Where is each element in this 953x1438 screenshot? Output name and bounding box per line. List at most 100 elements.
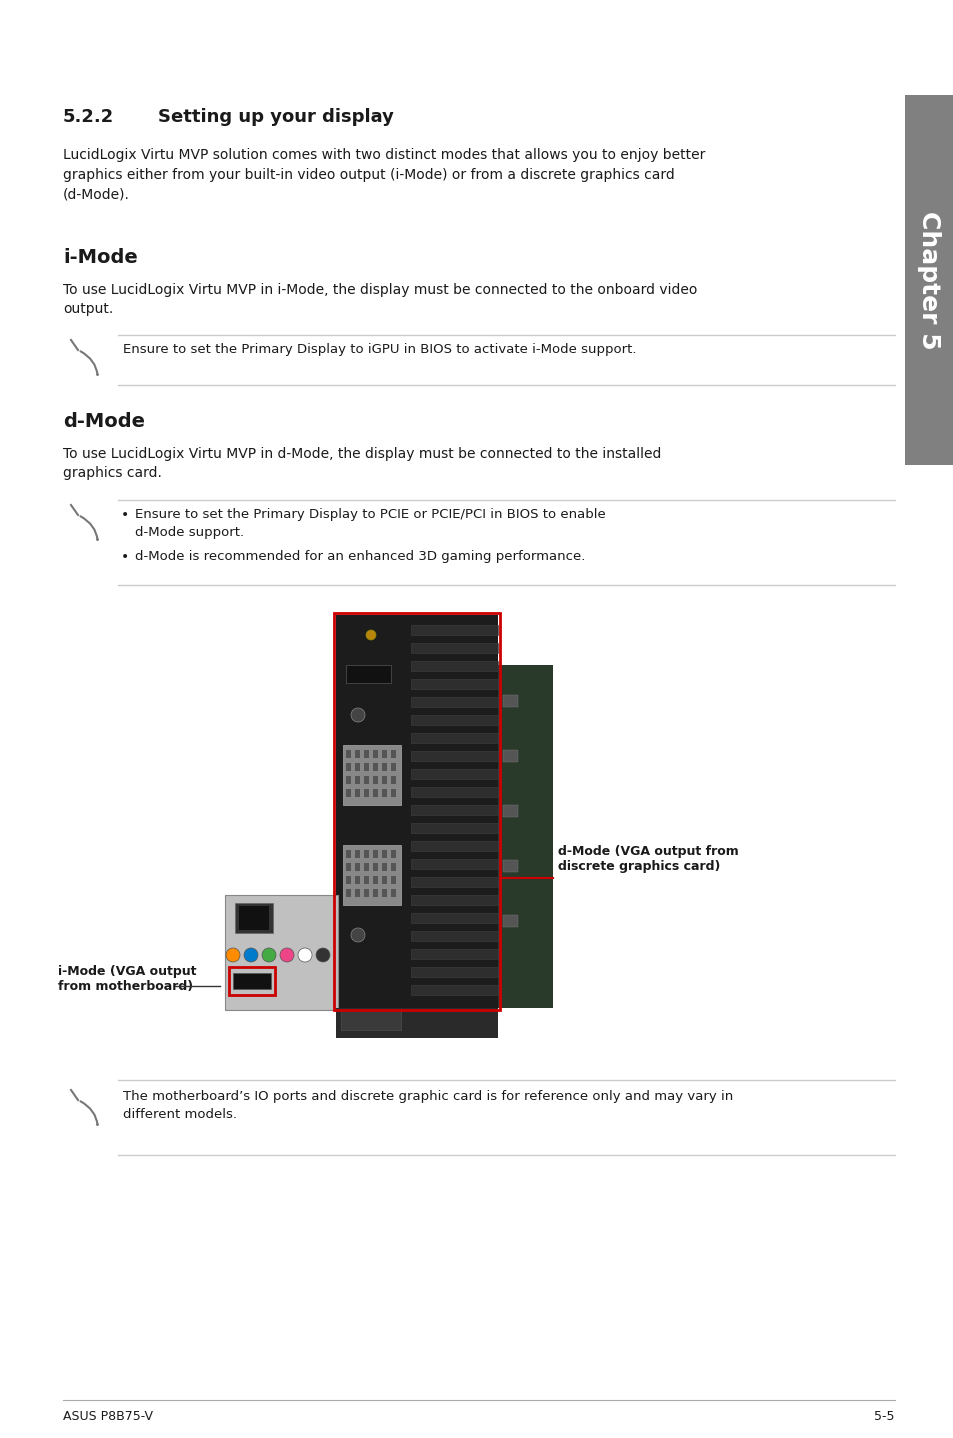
Bar bbox=[381, 751, 387, 758]
Bar bbox=[411, 787, 497, 797]
Text: Chapter 5: Chapter 5 bbox=[917, 211, 941, 349]
Bar bbox=[364, 751, 369, 758]
Bar bbox=[355, 764, 359, 771]
Text: i-Mode: i-Mode bbox=[63, 247, 137, 267]
Bar bbox=[411, 877, 497, 887]
Text: To use LucidLogix Virtu MVP in d-Mode, the display must be connected to the inst: To use LucidLogix Virtu MVP in d-Mode, t… bbox=[63, 447, 660, 480]
Bar bbox=[234, 903, 273, 933]
Bar bbox=[364, 889, 369, 897]
Bar bbox=[502, 751, 517, 762]
Bar bbox=[411, 858, 497, 869]
Text: Ensure to set the Primary Display to iGPU in BIOS to activate i-Mode support.: Ensure to set the Primary Display to iGP… bbox=[123, 344, 636, 357]
Bar bbox=[346, 850, 351, 858]
Bar bbox=[411, 841, 497, 851]
Bar bbox=[340, 1009, 400, 1030]
Bar bbox=[373, 751, 377, 758]
Bar bbox=[335, 1008, 497, 1038]
Bar bbox=[334, 613, 499, 1009]
Bar bbox=[381, 789, 387, 797]
Bar bbox=[502, 695, 517, 707]
Bar bbox=[381, 889, 387, 897]
Text: The motherboard’s IO ports and discrete graphic card is for reference only and m: The motherboard’s IO ports and discrete … bbox=[123, 1090, 733, 1122]
Bar bbox=[346, 764, 351, 771]
Bar bbox=[391, 850, 395, 858]
Bar bbox=[381, 876, 387, 884]
Bar bbox=[355, 863, 359, 871]
Circle shape bbox=[366, 630, 375, 640]
Bar bbox=[502, 860, 517, 871]
Text: d-Mode: d-Mode bbox=[63, 413, 145, 431]
Circle shape bbox=[280, 948, 294, 962]
Bar bbox=[411, 823, 497, 833]
Bar bbox=[411, 751, 497, 761]
Text: •: • bbox=[121, 508, 129, 522]
FancyArrowPatch shape bbox=[80, 351, 97, 375]
Bar bbox=[411, 913, 497, 923]
Bar bbox=[364, 876, 369, 884]
Bar bbox=[373, 777, 377, 784]
Circle shape bbox=[244, 948, 257, 962]
Bar bbox=[381, 777, 387, 784]
Bar bbox=[355, 789, 359, 797]
Bar bbox=[225, 894, 337, 1009]
Bar bbox=[355, 777, 359, 784]
Bar bbox=[411, 679, 497, 689]
Bar bbox=[373, 876, 377, 884]
Bar bbox=[346, 876, 351, 884]
Bar bbox=[411, 805, 497, 815]
Text: LucidLogix Virtu MVP solution comes with two distinct modes that allows you to e: LucidLogix Virtu MVP solution comes with… bbox=[63, 148, 704, 201]
Bar bbox=[497, 664, 553, 1008]
Bar bbox=[502, 805, 517, 817]
Bar bbox=[391, 863, 395, 871]
Bar bbox=[239, 906, 269, 930]
Bar bbox=[233, 974, 271, 989]
Bar bbox=[411, 715, 497, 725]
Bar bbox=[411, 769, 497, 779]
Bar bbox=[381, 863, 387, 871]
Bar bbox=[391, 789, 395, 797]
Bar bbox=[411, 626, 497, 636]
FancyArrowPatch shape bbox=[80, 1102, 97, 1125]
Circle shape bbox=[226, 948, 240, 962]
Text: d-Mode is recommended for an enhanced 3D gaming performance.: d-Mode is recommended for an enhanced 3D… bbox=[135, 549, 585, 564]
Bar bbox=[364, 789, 369, 797]
Bar bbox=[391, 751, 395, 758]
Circle shape bbox=[262, 948, 275, 962]
Bar bbox=[343, 846, 400, 905]
Bar bbox=[346, 777, 351, 784]
Bar bbox=[411, 930, 497, 940]
Circle shape bbox=[351, 928, 365, 942]
Bar bbox=[355, 850, 359, 858]
Text: ASUS P8B75-V: ASUS P8B75-V bbox=[63, 1411, 152, 1424]
Bar bbox=[381, 764, 387, 771]
Bar bbox=[364, 863, 369, 871]
Text: Setting up your display: Setting up your display bbox=[158, 108, 394, 127]
Bar bbox=[335, 615, 497, 1008]
Bar bbox=[364, 777, 369, 784]
Bar bbox=[411, 661, 497, 672]
Circle shape bbox=[315, 948, 330, 962]
Bar bbox=[411, 697, 497, 707]
Text: d-Mode (VGA output from
discrete graphics card): d-Mode (VGA output from discrete graphic… bbox=[558, 846, 738, 873]
Bar bbox=[373, 889, 377, 897]
Bar bbox=[229, 966, 274, 995]
FancyArrowPatch shape bbox=[80, 516, 97, 539]
Bar bbox=[411, 643, 497, 653]
Bar bbox=[373, 863, 377, 871]
Bar bbox=[364, 850, 369, 858]
Bar bbox=[411, 966, 497, 976]
Circle shape bbox=[351, 707, 365, 722]
Bar bbox=[381, 850, 387, 858]
Bar bbox=[411, 985, 497, 995]
Bar bbox=[355, 876, 359, 884]
Bar bbox=[373, 850, 377, 858]
Text: Ensure to set the Primary Display to PCIE or PCIE/PCI in BIOS to enable
d-Mode s: Ensure to set the Primary Display to PCI… bbox=[135, 508, 605, 539]
Bar bbox=[343, 745, 400, 805]
Bar bbox=[373, 789, 377, 797]
Bar bbox=[411, 733, 497, 743]
Text: •: • bbox=[121, 549, 129, 564]
Bar bbox=[364, 764, 369, 771]
Text: To use LucidLogix Virtu MVP in i-Mode, the display must be connected to the onbo: To use LucidLogix Virtu MVP in i-Mode, t… bbox=[63, 283, 697, 316]
Bar bbox=[346, 863, 351, 871]
Text: i-Mode (VGA output
from motherboard): i-Mode (VGA output from motherboard) bbox=[58, 965, 196, 994]
